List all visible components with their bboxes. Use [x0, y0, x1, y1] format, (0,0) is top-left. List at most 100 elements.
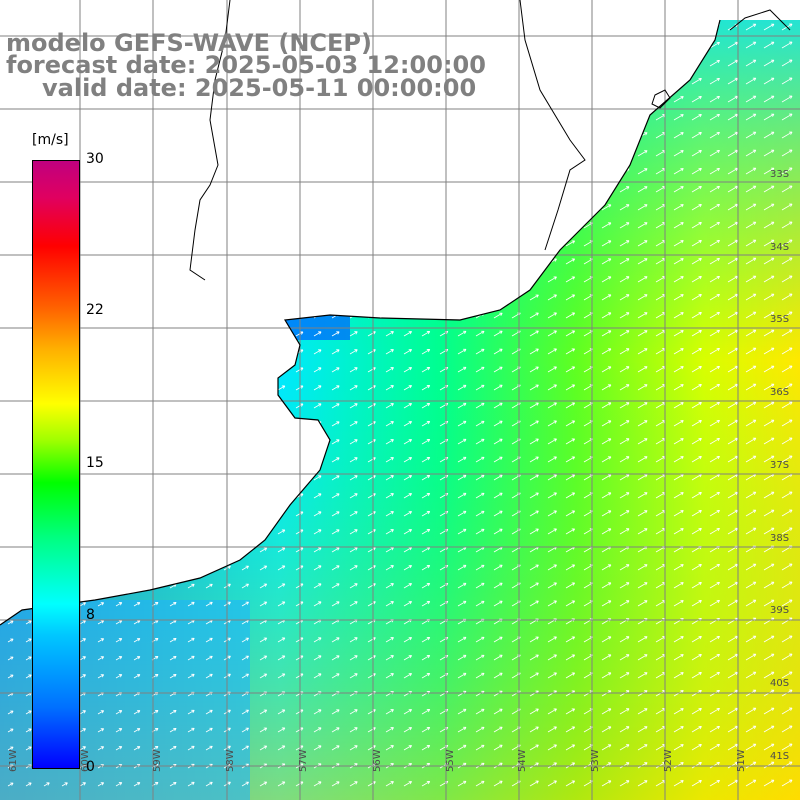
wind-arrow	[727, 671, 739, 679]
wind-arrow	[385, 673, 394, 679]
wind-arrow	[367, 151, 376, 157]
wind-arrow	[205, 331, 213, 337]
wind-arrow	[277, 151, 286, 157]
wind-arrow	[781, 401, 793, 409]
wind-arrow	[79, 188, 86, 193]
wind-arrow	[745, 347, 757, 355]
wind-arrow	[619, 528, 630, 535]
wind-arrow	[763, 401, 775, 409]
wind-arrow	[169, 223, 177, 229]
wind-arrow	[709, 185, 720, 193]
wind-arrow	[169, 133, 177, 139]
wind-arrow	[673, 96, 684, 103]
wind-arrow	[493, 366, 503, 373]
wind-arrow	[79, 638, 86, 643]
wind-arrow	[619, 150, 630, 157]
wind-arrow	[385, 277, 394, 283]
wind-arrow	[439, 186, 449, 193]
wind-arrow	[529, 258, 539, 265]
wind-arrow	[493, 780, 503, 787]
wind-arrow	[781, 239, 793, 247]
wind-arrow	[25, 584, 32, 589]
wind-arrow	[547, 438, 557, 445]
wind-arrow	[529, 528, 539, 535]
wind-arrow	[79, 458, 86, 463]
wind-arrow	[565, 186, 576, 193]
wind-arrow	[457, 528, 467, 535]
latitude-label: 35S	[770, 314, 789, 325]
wind-arrow	[259, 673, 268, 679]
wind-arrow	[547, 780, 557, 787]
wind-arrow	[133, 170, 141, 175]
wind-arrow	[691, 24, 702, 31]
wind-arrow	[673, 168, 684, 175]
wind-arrow	[259, 385, 268, 391]
wind-arrow	[349, 205, 358, 211]
wind-arrow	[205, 133, 213, 139]
wind-arrow	[457, 672, 467, 679]
wind-arrow	[25, 458, 32, 463]
wind-arrow	[691, 762, 702, 769]
wind-arrow	[781, 113, 793, 121]
wind-arrow	[583, 168, 594, 175]
wind-arrow	[79, 386, 86, 391]
wind-arrow	[763, 725, 775, 733]
wind-arrow	[79, 350, 86, 355]
wind-arrow	[115, 404, 123, 409]
wind-arrow	[781, 599, 793, 607]
wind-arrow	[457, 420, 467, 427]
wind-arrow	[763, 383, 775, 391]
wind-arrow	[385, 313, 394, 319]
wind-arrow	[493, 672, 503, 679]
wind-arrow	[133, 224, 141, 229]
wind-arrow	[331, 583, 340, 589]
wind-arrow	[745, 779, 757, 787]
wind-arrow	[493, 654, 503, 661]
wind-arrow	[529, 384, 539, 391]
wind-arrow	[277, 169, 286, 175]
wind-arrow	[439, 24, 449, 31]
wind-arrow	[7, 548, 14, 553]
wind-arrow	[475, 186, 485, 193]
wind-arrow	[25, 548, 32, 553]
wind-arrow	[331, 655, 340, 661]
wind-arrow	[439, 258, 449, 265]
wind-arrow	[331, 367, 340, 373]
wind-arrow	[529, 636, 539, 643]
wind-arrow	[187, 421, 195, 427]
wind-arrow	[601, 582, 612, 589]
wind-arrow	[601, 222, 612, 229]
wind-arrow	[781, 77, 793, 85]
wind-arrow	[313, 439, 322, 445]
wind-arrow	[169, 457, 177, 463]
wind-arrow	[493, 384, 503, 391]
wind-arrow	[637, 762, 648, 769]
wind-arrow	[673, 528, 684, 535]
wind-arrow	[259, 475, 268, 481]
wind-arrow	[493, 474, 503, 481]
wind-arrow	[547, 582, 557, 589]
wind-arrow	[259, 151, 268, 157]
wind-arrow	[763, 329, 775, 337]
wind-arrow	[529, 24, 539, 31]
wind-arrow	[241, 277, 249, 283]
wind-arrow	[529, 438, 539, 445]
wind-arrow	[439, 312, 449, 319]
wind-arrow	[547, 456, 557, 463]
wind-arrow	[349, 421, 358, 427]
wind-arrow	[7, 512, 14, 517]
wind-arrow	[79, 476, 86, 481]
wind-arrow	[187, 367, 195, 373]
wind-arrow	[637, 240, 648, 247]
wind-arrow	[25, 512, 32, 517]
wind-arrow	[781, 635, 793, 643]
wind-arrow	[313, 205, 322, 211]
wind-arrow	[169, 511, 177, 517]
wind-arrow	[331, 385, 340, 391]
wind-arrow	[637, 168, 648, 175]
wind-arrow	[619, 708, 630, 715]
wind-arrow	[457, 42, 467, 49]
wind-arrow	[7, 260, 14, 265]
wind-arrow	[673, 186, 684, 193]
